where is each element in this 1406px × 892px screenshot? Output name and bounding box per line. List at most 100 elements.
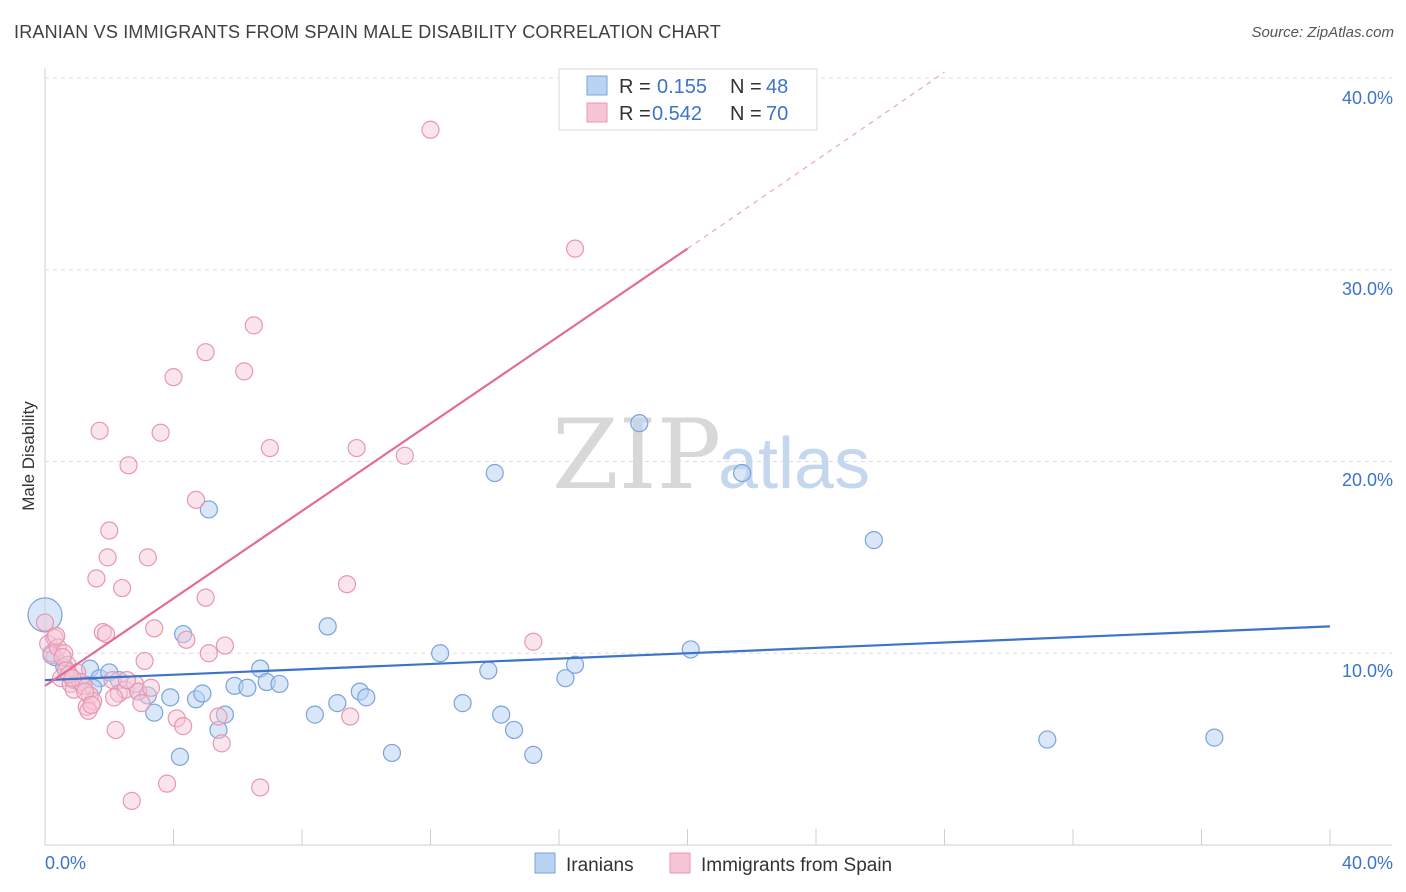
point-spain xyxy=(100,521,119,540)
point-spain xyxy=(93,623,112,642)
point-iranians xyxy=(565,655,585,674)
point-spain xyxy=(79,701,98,720)
point-spain xyxy=(337,575,357,594)
legend-n-value: 70 xyxy=(766,103,788,125)
legend-r-label: R = xyxy=(619,103,651,125)
data-points xyxy=(27,120,1224,810)
point-spain xyxy=(186,490,206,509)
y-tick-label: 10.0% xyxy=(1342,661,1393,681)
point-spain xyxy=(177,630,196,649)
point-iranians xyxy=(556,669,575,688)
point-spain xyxy=(347,438,366,458)
point-iranians xyxy=(193,684,212,703)
point-spain xyxy=(421,120,440,139)
point-iranians xyxy=(328,694,347,713)
legend-n-label: N = xyxy=(730,76,762,98)
point-iranians xyxy=(238,678,257,697)
y-axis-label: Male Disability xyxy=(19,401,38,511)
point-spain xyxy=(235,362,254,381)
y-tick-label: 40.0% xyxy=(1342,88,1393,108)
point-spain xyxy=(341,707,360,726)
point-spain xyxy=(104,688,124,707)
point-spain xyxy=(141,678,161,697)
point-spain xyxy=(157,774,177,793)
point-spain xyxy=(98,548,117,567)
trend-lines xyxy=(44,71,1331,687)
trendline-spain-extension xyxy=(687,71,945,250)
legend-swatch-spain xyxy=(586,102,608,123)
point-iranians xyxy=(431,644,450,663)
chart-title: IRANIAN VS IMMIGRANTS FROM SPAIN MALE DI… xyxy=(14,22,721,42)
legend-r-value: 0.155 xyxy=(657,76,707,98)
point-iranians xyxy=(681,640,700,659)
point-spain xyxy=(251,778,270,797)
point-spain xyxy=(199,644,218,663)
point-spain xyxy=(122,791,141,810)
point-iranians xyxy=(453,694,472,713)
legend: R = 0.155 N = 48 R = 0.542 N = 70 xyxy=(558,68,818,131)
point-iranians xyxy=(485,463,504,483)
x-tick-label: 0.0% xyxy=(45,853,86,873)
point-spain xyxy=(524,632,543,651)
point-spain xyxy=(119,456,138,475)
point-iranians xyxy=(1205,728,1224,747)
point-spain xyxy=(47,626,66,646)
grid xyxy=(45,77,1392,654)
point-spain xyxy=(212,734,231,753)
trendline-spain xyxy=(44,247,689,687)
bottom-legend-swatch-spain xyxy=(669,852,691,874)
point-iranians xyxy=(733,463,752,483)
point-spain xyxy=(215,636,234,655)
point-iranians xyxy=(524,745,543,764)
y-tick-label: 20.0% xyxy=(1342,470,1393,490)
point-spain xyxy=(145,619,164,638)
legend-swatch-iranians xyxy=(586,75,608,96)
point-iranians xyxy=(357,688,376,707)
point-iranians xyxy=(492,705,511,724)
bottom-legend-swatch-iranians xyxy=(534,852,556,874)
point-iranians xyxy=(1038,730,1057,749)
point-spain xyxy=(151,423,170,442)
legend-r-label: R = xyxy=(619,76,651,98)
point-iranians xyxy=(170,747,190,766)
point-spain xyxy=(395,446,414,465)
point-spain xyxy=(244,316,263,335)
point-iranians xyxy=(305,705,324,724)
point-spain xyxy=(112,578,132,598)
bottom-legend-label: Iranians xyxy=(566,855,634,876)
point-iranians xyxy=(318,617,337,636)
point-spain xyxy=(90,421,109,440)
bottom-legend: Iranians Immigrants from Spain xyxy=(534,852,892,876)
point-spain xyxy=(260,438,279,458)
point-iranians xyxy=(215,705,234,724)
point-iranians xyxy=(382,743,402,763)
point-iranians xyxy=(504,720,524,740)
y-tick-label: 30.0% xyxy=(1342,279,1393,299)
point-iranians xyxy=(174,624,193,644)
point-spain xyxy=(106,720,125,740)
point-spain xyxy=(565,239,585,258)
point-spain xyxy=(209,707,228,726)
point-iranians xyxy=(145,703,164,722)
point-iranians xyxy=(630,414,649,433)
x-ticks xyxy=(44,829,1331,845)
point-iranians xyxy=(270,674,289,694)
legend-r-value: 0.542 xyxy=(652,103,702,125)
point-spain xyxy=(174,717,193,736)
point-spain xyxy=(132,694,151,713)
legend-n-label: N = xyxy=(730,103,762,125)
source-label: Source: ZipAtlas.com xyxy=(1251,24,1394,41)
point-iranians xyxy=(209,720,228,740)
point-spain xyxy=(164,368,183,387)
point-spain xyxy=(196,343,215,362)
legend-n-value: 48 xyxy=(766,76,788,98)
x-tick-label: 40.0% xyxy=(1342,853,1393,873)
bottom-legend-label: Immigrants from Spain xyxy=(701,855,892,876)
point-spain xyxy=(87,569,106,588)
point-iranians xyxy=(161,688,180,707)
point-spain xyxy=(82,695,101,715)
point-spain xyxy=(96,624,116,644)
point-spain xyxy=(35,613,55,632)
point-spain xyxy=(196,588,215,607)
